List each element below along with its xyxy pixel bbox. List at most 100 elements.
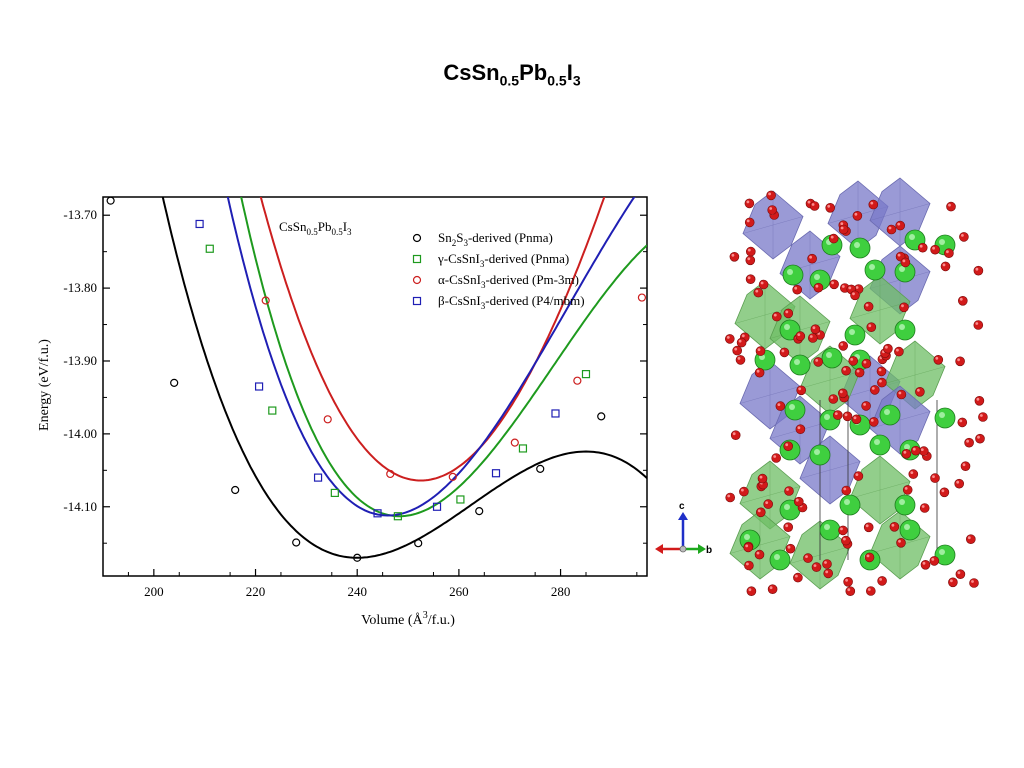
data-point bbox=[456, 495, 465, 504]
i-atom bbox=[877, 377, 887, 388]
i-atom bbox=[957, 417, 968, 428]
i-atom bbox=[965, 534, 976, 545]
data-point bbox=[268, 406, 277, 415]
fit-curve bbox=[161, 197, 647, 559]
y-tick-label: -13.80 bbox=[63, 280, 97, 295]
legend-label: α-CsSnI3-derived (Pm-3m) bbox=[438, 272, 579, 290]
i-atom bbox=[939, 487, 950, 498]
i-atom bbox=[807, 333, 818, 343]
data-point bbox=[637, 293, 647, 302]
data-point bbox=[353, 553, 362, 562]
data-point bbox=[323, 415, 332, 424]
i-atom bbox=[793, 496, 804, 507]
cs-atom bbox=[782, 264, 804, 286]
i-atom bbox=[901, 448, 912, 459]
y-axis-label: Energy (eV/f.u.) bbox=[37, 339, 52, 431]
data-point bbox=[414, 539, 423, 548]
i-atom bbox=[863, 522, 874, 533]
i-atom bbox=[848, 356, 859, 366]
axes-triad: c b bbox=[655, 501, 712, 556]
data-point bbox=[106, 196, 115, 205]
i-atom bbox=[868, 417, 879, 427]
i-atom bbox=[739, 486, 749, 497]
i-atom bbox=[973, 265, 984, 276]
i-atom bbox=[779, 347, 790, 358]
i-atom bbox=[823, 568, 834, 579]
legend-label: β-CsSnI3-derived (P4/mbm) bbox=[438, 293, 585, 311]
i-atom bbox=[810, 324, 821, 335]
atoms bbox=[724, 190, 988, 597]
i-atom bbox=[745, 255, 756, 266]
i-atom bbox=[736, 337, 747, 348]
data-point bbox=[448, 472, 457, 481]
data-point bbox=[432, 502, 442, 511]
i-atom bbox=[809, 201, 820, 211]
cs-atom bbox=[894, 494, 916, 516]
i-atom bbox=[929, 556, 940, 566]
c-axis-label: c bbox=[679, 501, 685, 512]
data-point bbox=[518, 444, 528, 453]
i-atom bbox=[775, 401, 786, 411]
x-tick-label: 240 bbox=[347, 584, 367, 599]
cs-atom bbox=[784, 399, 806, 421]
i-atom bbox=[843, 576, 853, 587]
i-atom bbox=[861, 401, 871, 411]
i-atom bbox=[876, 366, 887, 377]
legend-marker bbox=[412, 254, 422, 264]
cs-atom bbox=[849, 237, 871, 259]
y-tick-label: -13.90 bbox=[63, 353, 97, 368]
i-atom bbox=[796, 385, 807, 396]
i-atom bbox=[724, 334, 735, 344]
i-atom bbox=[896, 537, 906, 548]
cs-atom bbox=[769, 549, 791, 571]
i-atom bbox=[957, 295, 968, 306]
i-atom bbox=[845, 586, 856, 597]
fit-curve bbox=[240, 197, 647, 518]
i-atom bbox=[746, 586, 757, 597]
i-atom bbox=[861, 358, 872, 369]
x-tick-label: 200 bbox=[144, 584, 164, 599]
slide-title: CsSn0.5Pb0.5I3 bbox=[443, 60, 581, 89]
data-point bbox=[292, 538, 301, 547]
i-atom bbox=[763, 499, 774, 509]
i-atom bbox=[771, 453, 782, 463]
data-point bbox=[261, 296, 270, 305]
i-atom bbox=[822, 559, 832, 569]
cs-atom bbox=[789, 354, 811, 376]
cs-atom bbox=[844, 324, 866, 346]
data-point bbox=[393, 512, 402, 521]
i-atom bbox=[829, 279, 839, 290]
i-atom bbox=[813, 282, 824, 293]
cs-atom bbox=[809, 444, 831, 466]
i-atom bbox=[732, 345, 743, 356]
i-atom bbox=[900, 257, 911, 268]
i-atom bbox=[832, 410, 843, 420]
i-atom bbox=[783, 522, 794, 533]
legend-marker bbox=[412, 296, 422, 306]
i-atom bbox=[865, 586, 876, 596]
i-atom bbox=[852, 211, 863, 221]
i-atom bbox=[825, 203, 836, 213]
fit-curve bbox=[226, 197, 636, 517]
i-atom bbox=[853, 471, 864, 481]
i-atom bbox=[754, 549, 765, 560]
i-atom bbox=[978, 412, 988, 422]
i-atom bbox=[896, 389, 907, 400]
legend-entry-sn2s3: Sn2S3-derived (Pnma) bbox=[412, 230, 553, 248]
i-atom bbox=[783, 308, 794, 319]
i-atom bbox=[813, 357, 824, 367]
cs-atom bbox=[819, 519, 841, 541]
i-atom bbox=[940, 261, 951, 272]
i-atom bbox=[866, 322, 877, 333]
i-atom bbox=[842, 411, 853, 422]
i-atom bbox=[930, 244, 940, 255]
i-atom bbox=[877, 576, 887, 586]
i-atom bbox=[964, 437, 974, 448]
i-atom bbox=[975, 433, 985, 444]
cs-atom bbox=[894, 319, 916, 341]
i-atom bbox=[960, 461, 971, 472]
i-atom bbox=[730, 430, 741, 441]
i-atom bbox=[948, 577, 958, 588]
i-atom bbox=[784, 486, 794, 496]
